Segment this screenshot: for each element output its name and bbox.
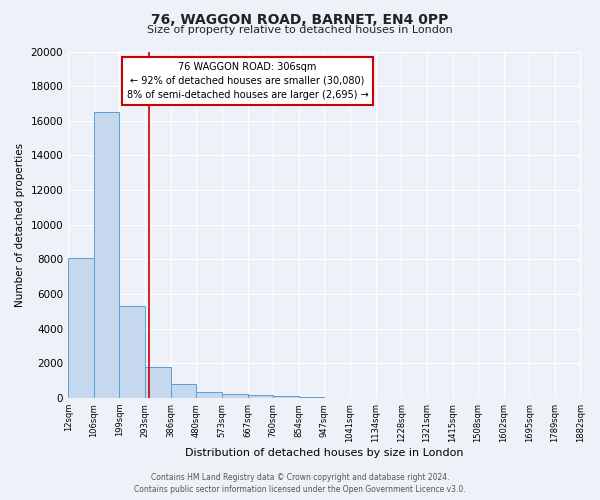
Bar — [248, 396, 273, 398]
Text: Size of property relative to detached houses in London: Size of property relative to detached ho… — [147, 25, 453, 35]
Bar — [94, 112, 119, 398]
Text: Contains HM Land Registry data © Crown copyright and database right 2024.
Contai: Contains HM Land Registry data © Crown c… — [134, 472, 466, 494]
Bar — [170, 384, 196, 398]
Bar — [119, 306, 145, 398]
Y-axis label: Number of detached properties: Number of detached properties — [15, 142, 25, 307]
Bar — [68, 258, 94, 398]
Bar — [196, 392, 222, 398]
Text: 76, WAGGON ROAD, BARNET, EN4 0PP: 76, WAGGON ROAD, BARNET, EN4 0PP — [151, 12, 449, 26]
Bar — [222, 394, 248, 398]
Text: 76 WAGGON ROAD: 306sqm
← 92% of detached houses are smaller (30,080)
8% of semi-: 76 WAGGON ROAD: 306sqm ← 92% of detached… — [127, 62, 368, 100]
Bar — [145, 367, 170, 398]
X-axis label: Distribution of detached houses by size in London: Distribution of detached houses by size … — [185, 448, 464, 458]
Bar — [299, 397, 325, 398]
Bar — [273, 396, 299, 398]
